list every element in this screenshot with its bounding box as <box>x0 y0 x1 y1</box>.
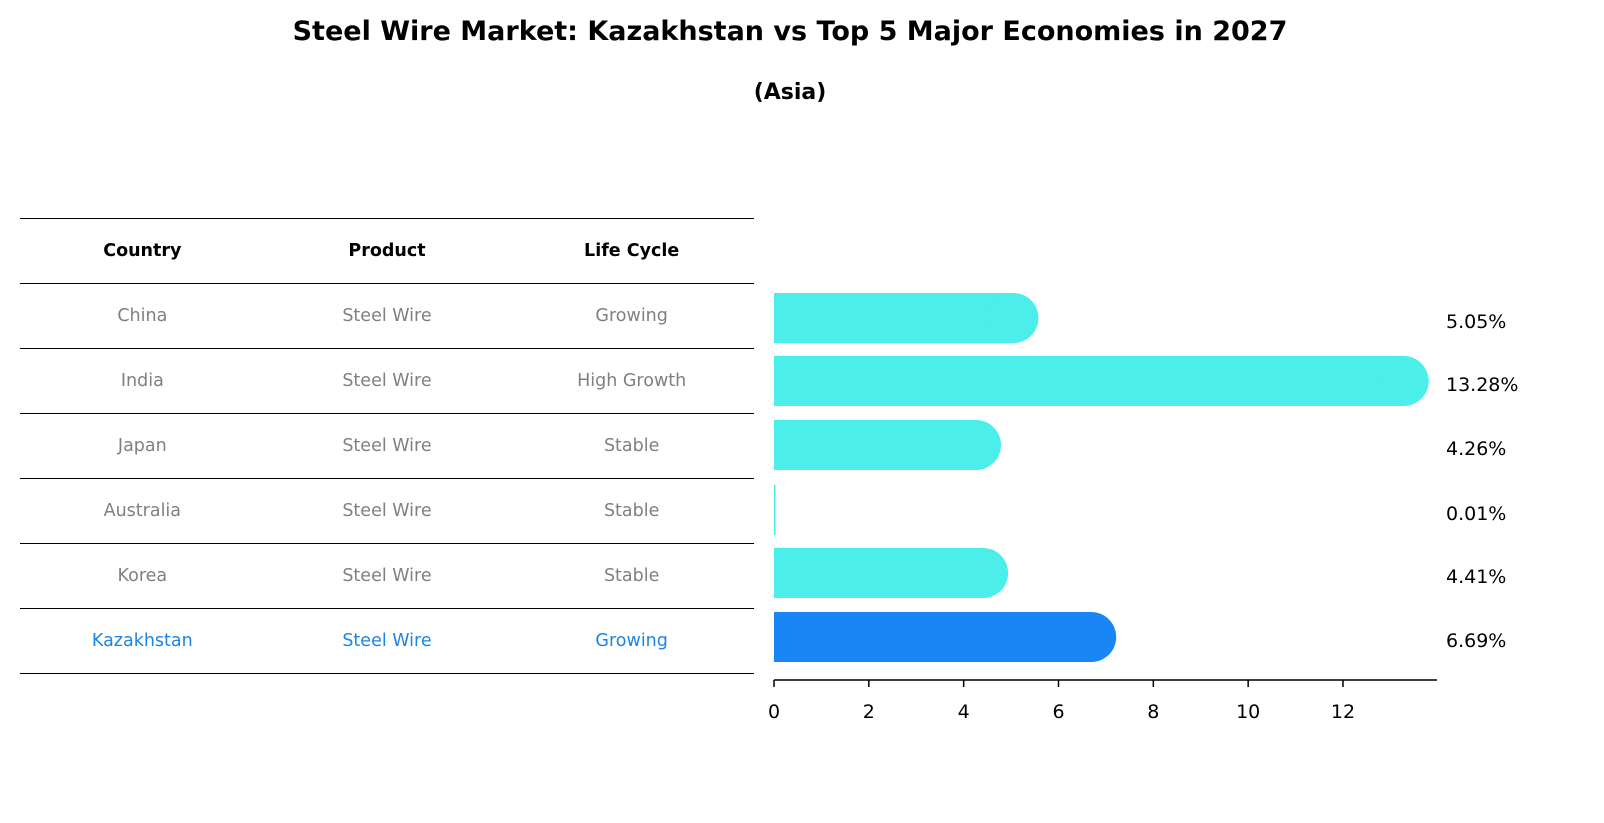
table-row: Korea Steel Wire Stable <box>20 543 754 609</box>
table-row: China Steel Wire Growing <box>20 283 754 349</box>
cell-country: Kazakhstan <box>20 608 265 674</box>
cell-life-cycle: Stable <box>509 478 754 544</box>
bar-japan <box>774 420 1001 470</box>
bar-value-label: 6.69% <box>1446 630 1506 652</box>
table-row: Japan Steel Wire Stable <box>20 413 754 479</box>
cell-life-cycle: High Growth <box>509 348 754 414</box>
header-product: Product <box>264 218 510 284</box>
bar-value-label: 4.26% <box>1446 438 1506 460</box>
table-row: India Steel Wire High Growth <box>20 348 754 414</box>
chart-title: Steel Wire Market: Kazakhstan vs Top 5 M… <box>292 16 1288 47</box>
cell-life-cycle: Growing <box>509 608 754 674</box>
cell-life-cycle: Growing <box>509 283 754 349</box>
cell-country: Korea <box>20 543 265 609</box>
table-row: Australia Steel Wire Stable <box>20 478 754 544</box>
bar-value-label: 13.28% <box>1446 374 1518 396</box>
cell-life-cycle: Stable <box>509 413 754 479</box>
x-tick-label: 12 <box>1331 701 1355 723</box>
cell-country: China <box>20 283 265 349</box>
data-table: Country Product Life Cycle China Steel Wi… <box>20 218 754 674</box>
x-tick-label: 2 <box>863 701 875 723</box>
bar-value-label: 0.01% <box>1446 503 1506 525</box>
x-tick-label: 10 <box>1236 701 1260 723</box>
cell-country: Japan <box>20 413 265 479</box>
header-country: Country <box>20 218 265 284</box>
bar-australia <box>774 485 776 535</box>
cell-product: Steel Wire <box>264 283 510 349</box>
bar-china <box>774 293 1039 343</box>
cell-country: India <box>20 348 265 414</box>
bar-india <box>774 356 1429 406</box>
bar-value-label: 5.05% <box>1446 311 1506 333</box>
cell-product: Steel Wire <box>264 608 510 674</box>
bar-kazakhstan <box>774 612 1117 662</box>
x-tick-label: 8 <box>1147 701 1159 723</box>
cell-country: Australia <box>20 478 265 544</box>
chart-subtitle: (Asia) <box>753 80 827 105</box>
bar-value-label: 4.41% <box>1446 566 1506 588</box>
x-tick-label: 0 <box>768 701 780 723</box>
cell-life-cycle: Stable <box>509 543 754 609</box>
x-tick-label: 4 <box>958 701 970 723</box>
cell-product: Steel Wire <box>264 348 510 414</box>
table-row: Kazakhstan Steel Wire Growing <box>20 608 754 674</box>
bar-korea <box>774 548 1009 598</box>
header-life-cycle: Life Cycle <box>509 218 754 284</box>
x-tick-label: 6 <box>1052 701 1064 723</box>
cell-product: Steel Wire <box>264 478 510 544</box>
table-header-row: Country Product Life Cycle <box>20 218 754 284</box>
